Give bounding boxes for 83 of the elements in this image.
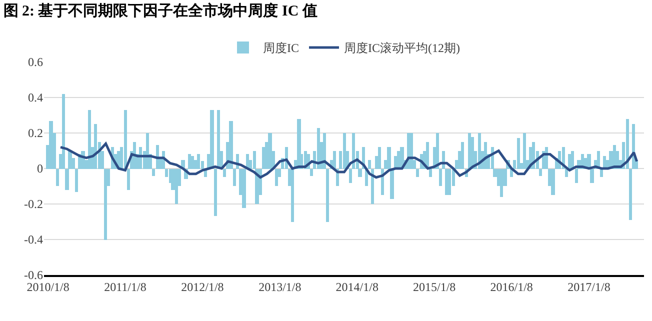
bar: [88, 110, 91, 169]
bar: [378, 147, 381, 169]
bar: [333, 151, 336, 169]
line-series: [59, 142, 638, 179]
bar: [410, 133, 413, 169]
bar: [229, 121, 233, 169]
x-tick-label: 2015/1/8: [413, 280, 456, 294]
bar: [268, 133, 272, 169]
bar: [448, 169, 451, 195]
y-tick-label: -0.6: [24, 268, 43, 282]
bar: [471, 137, 474, 169]
bar: [436, 133, 439, 169]
bar: [429, 169, 432, 177]
bar: [517, 138, 520, 169]
bar: [75, 169, 78, 192]
bar: [461, 142, 464, 169]
bar: [426, 142, 429, 169]
bar: [368, 160, 371, 169]
bar: [323, 133, 326, 169]
bar: [565, 169, 568, 177]
bar: [397, 151, 400, 169]
bar: [127, 169, 130, 190]
bar: [49, 121, 53, 169]
bar: [310, 169, 313, 176]
bar: [62, 94, 65, 169]
x-tick-label: 2014/1/8: [336, 280, 378, 294]
bar: [416, 169, 419, 177]
bar: [629, 169, 632, 220]
x-tick-label: 2010/1/8: [26, 280, 70, 294]
bar: [568, 154, 571, 169]
bar: [478, 133, 481, 169]
bar: [94, 124, 97, 169]
bar: [104, 169, 107, 240]
x-tick-label: 2011/1/8: [104, 280, 146, 294]
x-tick-label: 2017/1/8: [568, 280, 610, 294]
bar: [439, 169, 442, 186]
x-tick-label: 2013/1/8: [258, 280, 302, 294]
bar: [626, 119, 629, 169]
legend-label: 周度IC滚动平均(12期): [344, 41, 460, 56]
y-tick-label: 0.2: [28, 126, 43, 140]
bar: [349, 169, 352, 183]
bar: [468, 133, 471, 169]
bar: [242, 169, 246, 208]
bar: [197, 154, 200, 169]
bar: [539, 169, 542, 176]
bar: [152, 169, 155, 176]
bar: [56, 169, 59, 186]
bar: [445, 169, 448, 195]
bar: [233, 169, 236, 186]
chart-title: 图 2: 基于不同期限下因子在全市场中周度 IC 值: [3, 1, 318, 20]
x-tick-label: 2012/1/8: [181, 280, 224, 294]
bar: [175, 169, 178, 204]
bar: [124, 110, 127, 169]
bar: [317, 128, 320, 169]
bar: [217, 110, 220, 169]
bar: [223, 169, 226, 177]
bar: [600, 169, 603, 177]
bar: [214, 169, 217, 216]
bar: [191, 156, 194, 169]
bar: [371, 169, 374, 204]
bar: [326, 169, 329, 222]
bar: [275, 169, 278, 186]
bar: [387, 147, 391, 169]
bar: [571, 151, 574, 169]
bar: [133, 142, 136, 169]
legend-label: 周度IC: [263, 41, 299, 56]
y-tick-label: 0: [37, 162, 43, 176]
bar: [390, 169, 394, 199]
bar: [343, 133, 346, 169]
x-tick-label: 2016/1/8: [490, 280, 533, 294]
y-tick-label: -0.4: [24, 232, 43, 247]
bar: [352, 133, 355, 169]
bar: [500, 169, 503, 197]
bar: [590, 169, 594, 183]
y-tick-label: 0.4: [28, 90, 43, 105]
bar: [523, 133, 526, 169]
bar: [210, 110, 214, 169]
bar: [291, 169, 294, 222]
bar: [188, 154, 191, 169]
y-tick-label: 0.6: [28, 55, 43, 70]
bar: [146, 133, 149, 169]
y-tick-label: -0.2: [24, 197, 43, 212]
bar: [551, 169, 555, 195]
